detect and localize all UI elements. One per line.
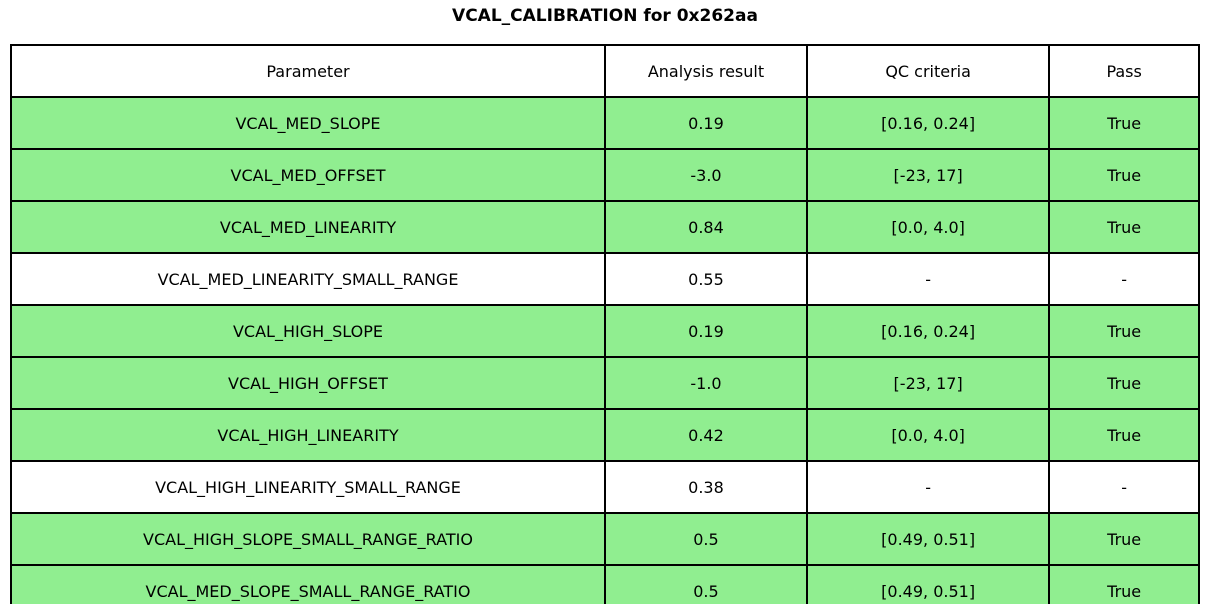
page-title: VCAL_CALIBRATION for 0x262aa <box>452 6 758 26</box>
column-header-parameter: Parameter <box>10 44 606 98</box>
column-header-pass: Pass <box>1048 44 1200 98</box>
criteria-cell: [0.16, 0.24] <box>805 304 1051 358</box>
table-row: VCAL_HIGH_OFFSET -1.0 [-23, 17] True <box>10 356 1200 410</box>
result-cell: 0.5 <box>604 512 808 566</box>
result-cell: 0.38 <box>604 460 808 514</box>
criteria-cell: [0.49, 0.51] <box>805 564 1051 604</box>
param-cell: VCAL_HIGH_OFFSET <box>10 356 606 410</box>
result-cell: 0.55 <box>604 252 808 306</box>
pass-cell: True <box>1048 356 1200 410</box>
table-row: VCAL_MED_LINEARITY_SMALL_RANGE 0.55- - <box>10 252 1200 306</box>
pass-cell: True <box>1048 96 1200 150</box>
param-cell: VCAL_HIGH_SLOPE <box>10 304 606 358</box>
result-cell: 0.19 <box>604 304 808 358</box>
pass-cell: True <box>1048 408 1200 462</box>
criteria-cell: - <box>805 460 1051 514</box>
criteria-cell: [0.0, 4.0] <box>805 408 1051 462</box>
result-cell: -3.0 <box>604 148 808 202</box>
pass-cell: True <box>1048 512 1200 566</box>
table-row: VCAL_HIGH_LINEARITY 0.42 [0.0, 4.0] True <box>10 408 1200 462</box>
table-row: VCAL_MED_OFFSET -3.0 [-23, 17] True <box>10 148 1200 202</box>
pass-cell: True <box>1048 564 1200 604</box>
criteria-cell: [0.49, 0.51] <box>805 512 1051 566</box>
table-row: VCAL_HIGH_SLOPE_SMALL_RANGE_RATIO 0.5 [0.4… <box>10 512 1200 566</box>
table-row: VCAL_MED_SLOPE_SMALL_RANGE_RATIO 0.5 [0.49… <box>10 564 1200 604</box>
criteria-cell: [-23, 17] <box>805 356 1051 410</box>
param-cell: VCAL_MED_SLOPE <box>10 96 606 150</box>
pass-cell: True <box>1048 304 1200 358</box>
column-header-qc-criteria: QC criteria <box>805 44 1051 98</box>
param-cell: VCAL_HIGH_SLOPE_SMALL_RANGE_RATIO <box>10 512 606 566</box>
column-header-analysis-result: Analysis result <box>604 44 808 98</box>
param-cell: VCAL_MED_LINEARITY_SMALL_RANGE <box>10 252 606 306</box>
table-row: VCAL_HIGH_LINEARITY_SMALL_RANGE 0.38- - <box>10 460 1200 514</box>
pass-cell: True <box>1048 200 1200 254</box>
param-cell: VCAL_MED_SLOPE_SMALL_RANGE_RATIO <box>10 564 606 604</box>
pass-cell: True <box>1048 148 1200 202</box>
param-cell: VCAL_HIGH_LINEARITY <box>10 408 606 462</box>
result-cell: 0.5 <box>604 564 808 604</box>
result-cell: 0.84 <box>604 200 808 254</box>
param-cell: VCAL_MED_OFFSET <box>10 148 606 202</box>
result-cell: -1.0 <box>604 356 808 410</box>
pass-cell: - <box>1048 460 1200 514</box>
param-cell: VCAL_HIGH_LINEARITY_SMALL_RANGE <box>10 460 606 514</box>
criteria-cell: - <box>805 252 1051 306</box>
table-row: VCAL_MED_SLOPE 0.19 [0.16, 0.24] True <box>10 96 1200 150</box>
qc-table: Parameter Analysis result QC criteria Pa… <box>10 44 1200 604</box>
result-cell: 0.42 <box>604 408 808 462</box>
criteria-cell: [-23, 17] <box>805 148 1051 202</box>
table-header-row: Parameter Analysis result QC criteria Pa… <box>10 44 1200 98</box>
pass-cell: - <box>1048 252 1200 306</box>
param-cell: VCAL_MED_LINEARITY <box>10 200 606 254</box>
table-row: VCAL_HIGH_SLOPE 0.19 [0.16, 0.24] True <box>10 304 1200 358</box>
criteria-cell: [0.0, 4.0] <box>805 200 1051 254</box>
table-row: VCAL_MED_LINEARITY 0.84 [0.0, 4.0] True <box>10 200 1200 254</box>
criteria-cell: [0.16, 0.24] <box>805 96 1051 150</box>
result-cell: 0.19 <box>604 96 808 150</box>
